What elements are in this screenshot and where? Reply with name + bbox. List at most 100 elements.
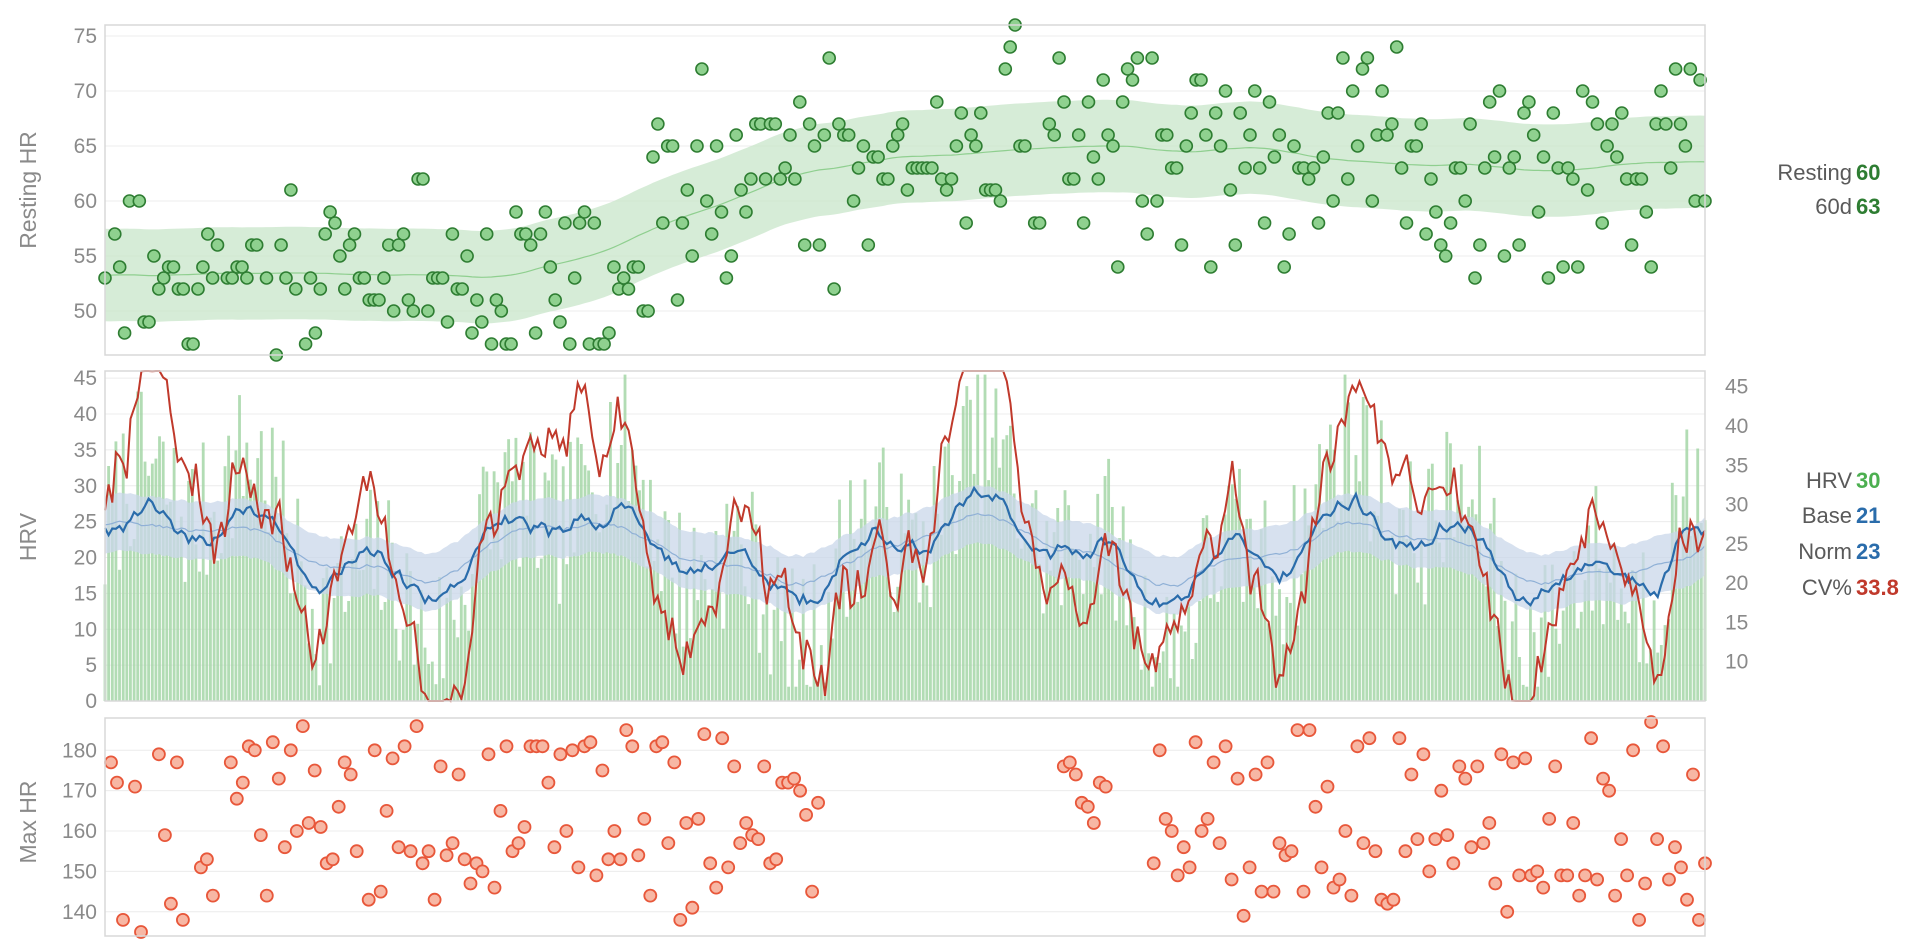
max-hr-point bbox=[445, 836, 460, 850]
resting-hr-point bbox=[1150, 194, 1164, 208]
hrv-bar bbox=[696, 600, 700, 701]
resting-hr-point bbox=[1673, 117, 1688, 131]
max-hr-point bbox=[1692, 913, 1706, 927]
hrv-bar bbox=[423, 647, 427, 701]
resting-hr-point bbox=[621, 282, 636, 296]
hrv-bar bbox=[710, 589, 714, 701]
hrv-bar bbox=[514, 437, 518, 701]
hrv-bar bbox=[685, 569, 689, 701]
hrv-bar bbox=[1085, 557, 1089, 701]
resting-hr-point bbox=[714, 205, 729, 219]
hrv-bar bbox=[1561, 610, 1565, 701]
max-hr-point bbox=[1476, 836, 1491, 850]
hrv-bar bbox=[216, 560, 220, 701]
hrv-bar bbox=[459, 586, 463, 701]
hrv-bar bbox=[1416, 582, 1420, 701]
max-hr-point bbox=[535, 739, 550, 754]
resting-hr-point bbox=[235, 260, 249, 274]
hrv-bar bbox=[1383, 537, 1387, 701]
hrv-bar bbox=[718, 586, 721, 701]
max-hr-point bbox=[1566, 816, 1581, 830]
resting-hr-point bbox=[112, 260, 127, 274]
resting-hr-point bbox=[944, 172, 959, 186]
max-hr-point bbox=[1614, 832, 1628, 846]
max-hr-point bbox=[1302, 723, 1317, 737]
max-hr-point bbox=[541, 775, 556, 790]
hrv-bar bbox=[1223, 514, 1227, 701]
legend-resting-value: 60 bbox=[1856, 160, 1880, 185]
resting-hr-point bbox=[117, 326, 132, 340]
max-hr-point bbox=[625, 739, 640, 754]
hrv-bar bbox=[398, 660, 401, 701]
max-hr-point bbox=[1542, 812, 1557, 826]
resting-hr-point bbox=[1057, 95, 1071, 109]
resting-hr-point bbox=[587, 216, 602, 230]
hrv-bar bbox=[998, 467, 1001, 701]
resting-hr-panel: Resting HR 50 55 60 65 70 75 bbox=[15, 18, 1712, 362]
hrv-bar bbox=[1176, 686, 1180, 701]
hrv-bar bbox=[1270, 576, 1274, 701]
hrv-bar bbox=[809, 686, 812, 701]
max-hr-point bbox=[793, 783, 807, 798]
hrv-bar bbox=[1430, 463, 1434, 701]
hrv-bar bbox=[336, 563, 340, 701]
hrv-bar bbox=[1154, 657, 1158, 701]
max-hr-point bbox=[163, 896, 178, 911]
hrv-bar bbox=[1649, 649, 1652, 701]
max-hr-point bbox=[1260, 755, 1275, 770]
hrv-bar bbox=[1529, 604, 1532, 701]
hrv-bar bbox=[990, 437, 994, 701]
hrv-bar bbox=[1598, 568, 1601, 701]
hrv-bar bbox=[1558, 643, 1561, 701]
hrv-bar bbox=[1623, 611, 1627, 701]
resting-hr-point bbox=[401, 293, 416, 307]
resting-hr-point bbox=[607, 260, 621, 274]
max-hr-point bbox=[1284, 844, 1299, 859]
hrv-bar bbox=[939, 534, 943, 701]
max-hr-point bbox=[1422, 864, 1437, 879]
resting-hr-point bbox=[783, 128, 797, 142]
resting-hr-point bbox=[386, 304, 401, 318]
resting-hr-point bbox=[709, 139, 724, 153]
max-hr-point bbox=[433, 759, 448, 774]
resting-hr-y-tick-label: 50 bbox=[74, 300, 97, 323]
max-hr-point bbox=[1356, 836, 1371, 850]
resting-hr-point bbox=[1243, 128, 1257, 142]
hrv-bar bbox=[1161, 651, 1165, 701]
hrv-bar bbox=[1114, 620, 1118, 701]
hrv-bar bbox=[1136, 628, 1140, 701]
resting-hr-point bbox=[333, 249, 347, 263]
resting-hr-point bbox=[773, 172, 788, 186]
hrv-bar bbox=[274, 476, 278, 701]
resting-hr-point bbox=[655, 216, 670, 230]
hrv-y2-tick-label: 25 bbox=[1725, 533, 1748, 556]
hrv-bar bbox=[1310, 528, 1314, 701]
resting-hr-point bbox=[152, 282, 166, 296]
hrv-bar bbox=[1401, 509, 1405, 701]
hrv-bar bbox=[1209, 598, 1212, 701]
hrv-bar bbox=[318, 685, 321, 701]
hrv-bar bbox=[1129, 539, 1132, 701]
legend-60d-value: 63 bbox=[1856, 194, 1880, 219]
max-hr-point bbox=[1212, 836, 1227, 850]
max-hr-point bbox=[673, 913, 688, 927]
max-hr-point bbox=[751, 832, 766, 846]
resting-hr-point bbox=[1052, 51, 1066, 65]
resting-hr-point bbox=[1287, 139, 1301, 153]
resting-hr-point bbox=[259, 271, 274, 285]
resting-hr-point bbox=[1135, 194, 1150, 208]
resting-hr-point bbox=[1252, 161, 1267, 175]
hrv-bar bbox=[1212, 568, 1216, 701]
hrv-bar bbox=[601, 529, 605, 701]
max-hr-point bbox=[409, 719, 424, 733]
hrv-bar bbox=[852, 538, 856, 701]
hrv-bar bbox=[1492, 497, 1496, 701]
hrv-bar bbox=[1372, 511, 1376, 701]
resting-hr-point bbox=[1497, 249, 1512, 263]
max-hr-point bbox=[607, 824, 622, 838]
hrv-bar bbox=[1023, 539, 1027, 701]
hrv-bar bbox=[1409, 461, 1412, 701]
hrv-bar bbox=[1139, 669, 1143, 701]
hrv-bar bbox=[1510, 621, 1514, 701]
resting-hr-point bbox=[474, 315, 489, 329]
